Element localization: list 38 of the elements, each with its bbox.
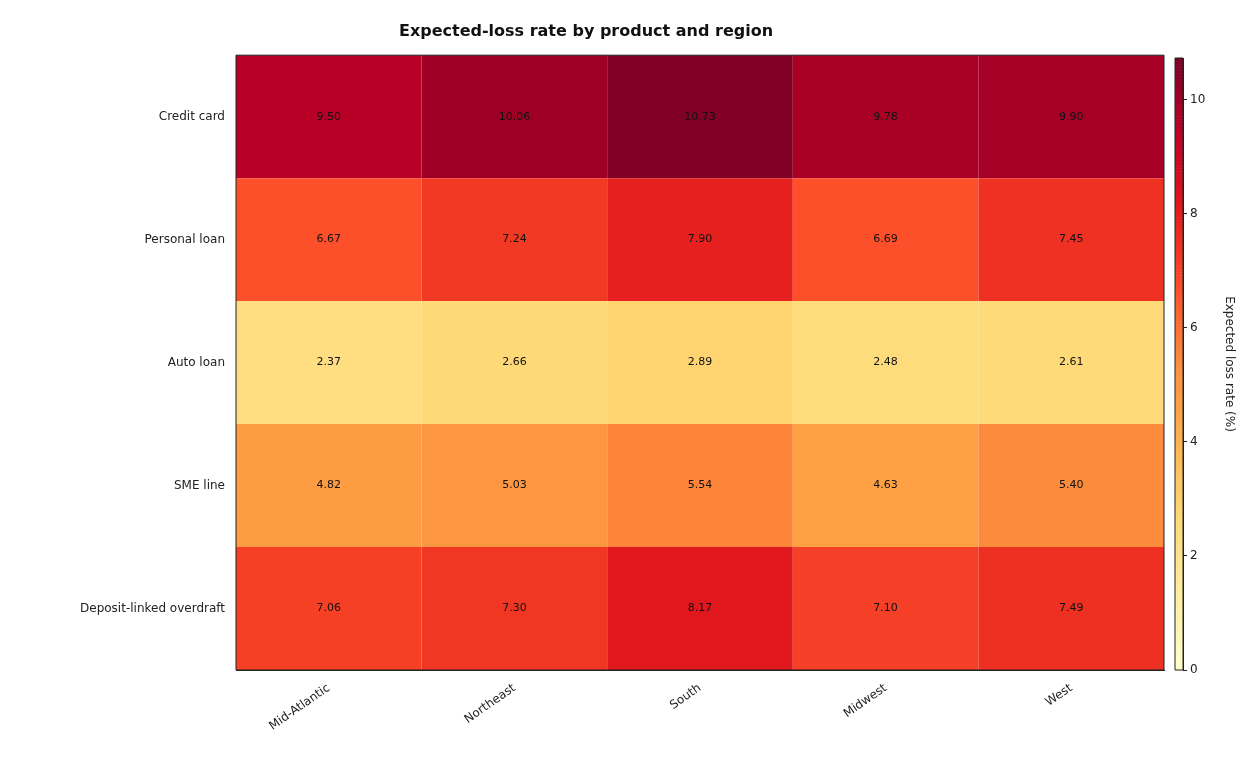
data-label: 5.54 [687, 478, 713, 492]
y-tick-label: Credit card [158, 108, 225, 123]
y-tick-label: Personal loan [144, 231, 225, 246]
y-tick-label: Auto loan [167, 354, 225, 369]
data-label: 7.49 [1058, 601, 1084, 615]
data-label: 7.90 [687, 232, 713, 246]
data-label: 4.63 [873, 478, 898, 492]
data-label: 7.30 [502, 601, 527, 615]
color-bar-label: 10 [1190, 91, 1206, 106]
data-label: 5.40 [1058, 478, 1084, 492]
data-label: 2.37 [316, 355, 342, 369]
color-bar-label: 4 [1190, 433, 1198, 448]
data-label: 2.89 [687, 355, 713, 369]
color-bar-title: Expected loss rate (%) [1222, 296, 1237, 432]
chart-title: Expected-loss rate by product and region [398, 20, 774, 40]
data-label: 10.73 [684, 109, 716, 123]
data-label: 6.67 [316, 232, 342, 246]
data-label: 2.48 [873, 355, 898, 369]
color-bar-label: 6 [1190, 319, 1198, 334]
data-label: 4.82 [316, 478, 342, 492]
color-bar-label: 2 [1190, 548, 1198, 563]
color-bar-label: 0 [1190, 662, 1198, 677]
y-tick-label: Deposit-linked overdraft [80, 600, 226, 615]
data-label: 2.66 [502, 355, 527, 369]
data-label: 9.50 [316, 109, 342, 123]
data-label: 7.45 [1058, 232, 1084, 246]
data-label: 5.03 [502, 478, 527, 492]
data-label: 7.24 [502, 232, 527, 246]
data-label: 9.78 [873, 109, 898, 123]
color-bar-label: 8 [1190, 205, 1198, 220]
data-label: 10.06 [498, 109, 531, 123]
data-label: 6.69 [873, 232, 898, 246]
data-label: 8.17 [687, 601, 713, 615]
data-label: 9.90 [1058, 109, 1084, 123]
data-label: 7.06 [316, 601, 342, 615]
y-tick-label: SME line [173, 477, 225, 492]
data-label: 7.10 [873, 601, 898, 615]
data-label: 2.61 [1058, 355, 1084, 369]
